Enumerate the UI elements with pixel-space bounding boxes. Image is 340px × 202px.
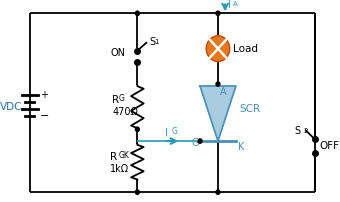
Circle shape: [216, 11, 220, 15]
Text: I: I: [165, 128, 168, 138]
Circle shape: [135, 190, 139, 194]
Text: G: G: [191, 138, 199, 148]
Text: G: G: [119, 94, 124, 103]
Text: K: K: [238, 142, 244, 152]
Text: +: +: [40, 90, 48, 100]
Text: VDC: VDC: [0, 102, 23, 112]
Circle shape: [135, 11, 139, 15]
Text: −: −: [40, 110, 49, 121]
Text: 1: 1: [154, 39, 159, 45]
Text: SCR: SCR: [239, 104, 260, 114]
Circle shape: [206, 36, 230, 61]
Text: ON: ON: [110, 48, 125, 58]
Text: A: A: [233, 1, 238, 7]
Text: Load: Load: [233, 44, 258, 54]
Text: 470Ω: 470Ω: [112, 107, 138, 117]
Polygon shape: [200, 86, 236, 141]
Text: I: I: [228, 0, 231, 11]
Text: 1kΩ: 1kΩ: [109, 164, 129, 174]
Circle shape: [135, 127, 139, 132]
Text: OFF: OFF: [319, 141, 339, 151]
Text: A: A: [220, 87, 226, 97]
Circle shape: [198, 139, 202, 143]
Text: 2: 2: [303, 128, 307, 134]
Text: G: G: [171, 127, 177, 136]
Text: S: S: [149, 37, 155, 47]
Text: GK: GK: [119, 151, 130, 160]
Text: R: R: [109, 152, 117, 162]
Text: R: R: [112, 95, 119, 105]
Text: S: S: [294, 126, 300, 136]
Circle shape: [216, 82, 220, 86]
Circle shape: [216, 190, 220, 194]
